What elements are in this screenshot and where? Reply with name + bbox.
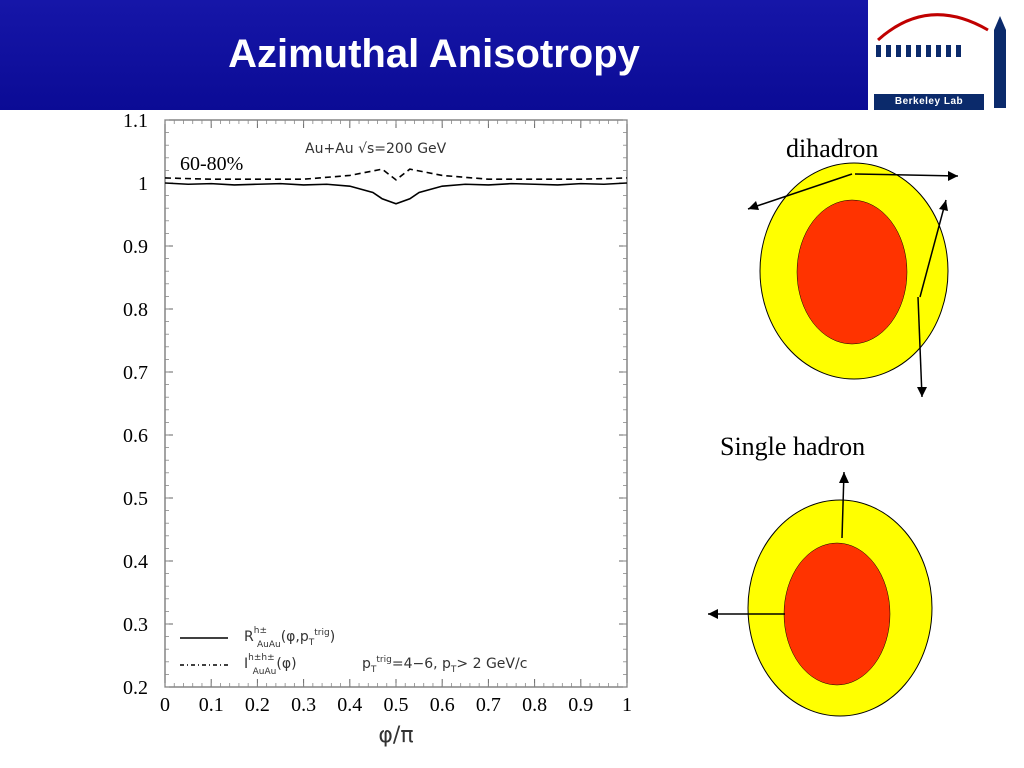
x-tick-label: 1 <box>622 694 632 716</box>
x-tick-label: 0.2 <box>245 694 270 716</box>
y-tick-label: 1.1 <box>123 110 148 132</box>
slide-title: Azimuthal Anisotropy <box>228 32 640 76</box>
y-tick-label: 0.4 <box>123 551 148 573</box>
y-tick-label: 0.7 <box>123 362 148 384</box>
x-ticks: 0 0.1 0.2 0.3 0.4 0.5 0.6 0.7 0.8 0.9 1 <box>160 120 632 716</box>
logo-graphic <box>876 13 1006 108</box>
x-tick-label: 0 <box>160 694 170 716</box>
system-label: Au+Au √s=200 GeV <box>305 141 447 157</box>
y-tick-label: 0.6 <box>123 425 148 447</box>
x-tick-label: 0.4 <box>337 694 362 716</box>
y-tick-label: 0.3 <box>123 614 148 636</box>
x-axis-label: φ/π <box>378 723 413 748</box>
single-hadron-label: Single hadron <box>720 432 866 461</box>
dihadron-label: dihadron <box>786 134 879 163</box>
berkeley-lab-logo <box>868 0 1024 110</box>
kinematics-label: pTtrig=4−6, pT> 2 GeV/c <box>362 655 527 675</box>
dihadron-diagram <box>747 162 959 398</box>
y-tick-label: 0.8 <box>123 299 148 321</box>
y-tick-label: 0.9 <box>123 236 148 258</box>
single-hadron-diagram <box>708 471 933 717</box>
series-line-1 <box>164 182 628 205</box>
logo-label: Berkeley Lab <box>874 94 984 110</box>
x-tick-label: 0.5 <box>384 694 409 716</box>
x-tick-label: 0.9 <box>568 694 593 716</box>
legend-dashed-label: Ih±h± AuAu(φ) <box>244 653 297 677</box>
x-tick-label: 0.3 <box>291 694 316 716</box>
y-tick-label: 0.2 <box>123 677 148 699</box>
x-tick-label: 0.1 <box>199 694 224 716</box>
x-tick-label: 0.8 <box>522 694 547 716</box>
legend-solid-label: Rh± AuAu(φ,pTtrig) <box>244 626 335 650</box>
dihadron-inner-ellipse <box>796 199 908 345</box>
series-line-2 <box>164 168 628 181</box>
y-ticks: 0.2 0.3 0.4 0.5 0.6 0.7 0.8 0.9 1 1.1 <box>123 110 627 699</box>
title-bar <box>0 0 868 110</box>
centrality-label: 60-80% <box>180 153 243 175</box>
series-layer <box>164 168 628 205</box>
y-tick-label: 1 <box>138 173 148 195</box>
single-inner-ellipse <box>783 542 891 686</box>
x-tick-label: 0.7 <box>476 694 501 716</box>
plot-frame <box>164 119 628 688</box>
y-tick-label: 0.5 <box>123 488 148 510</box>
x-tick-label: 0.6 <box>430 694 455 716</box>
